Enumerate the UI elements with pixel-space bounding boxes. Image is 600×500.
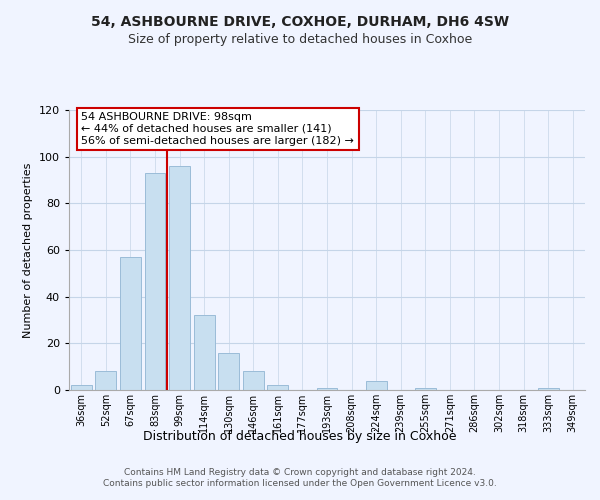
Text: 54 ASHBOURNE DRIVE: 98sqm
← 44% of detached houses are smaller (141)
56% of semi: 54 ASHBOURNE DRIVE: 98sqm ← 44% of detac… <box>82 112 354 146</box>
Bar <box>194 316 215 390</box>
Bar <box>71 386 92 390</box>
Bar <box>95 372 116 390</box>
Text: Contains HM Land Registry data © Crown copyright and database right 2024.
Contai: Contains HM Land Registry data © Crown c… <box>103 468 497 487</box>
Text: 54, ASHBOURNE DRIVE, COXHOE, DURHAM, DH6 4SW: 54, ASHBOURNE DRIVE, COXHOE, DURHAM, DH6… <box>91 15 509 29</box>
Bar <box>120 257 141 390</box>
Text: Size of property relative to detached houses in Coxhoe: Size of property relative to detached ho… <box>128 32 472 46</box>
Bar <box>145 173 166 390</box>
Bar <box>218 352 239 390</box>
Y-axis label: Number of detached properties: Number of detached properties <box>23 162 33 338</box>
Bar <box>365 380 386 390</box>
Bar <box>415 388 436 390</box>
Bar <box>317 388 337 390</box>
Bar <box>243 372 264 390</box>
Bar <box>538 388 559 390</box>
Bar <box>169 166 190 390</box>
Bar <box>268 386 289 390</box>
Text: Distribution of detached houses by size in Coxhoe: Distribution of detached houses by size … <box>143 430 457 443</box>
